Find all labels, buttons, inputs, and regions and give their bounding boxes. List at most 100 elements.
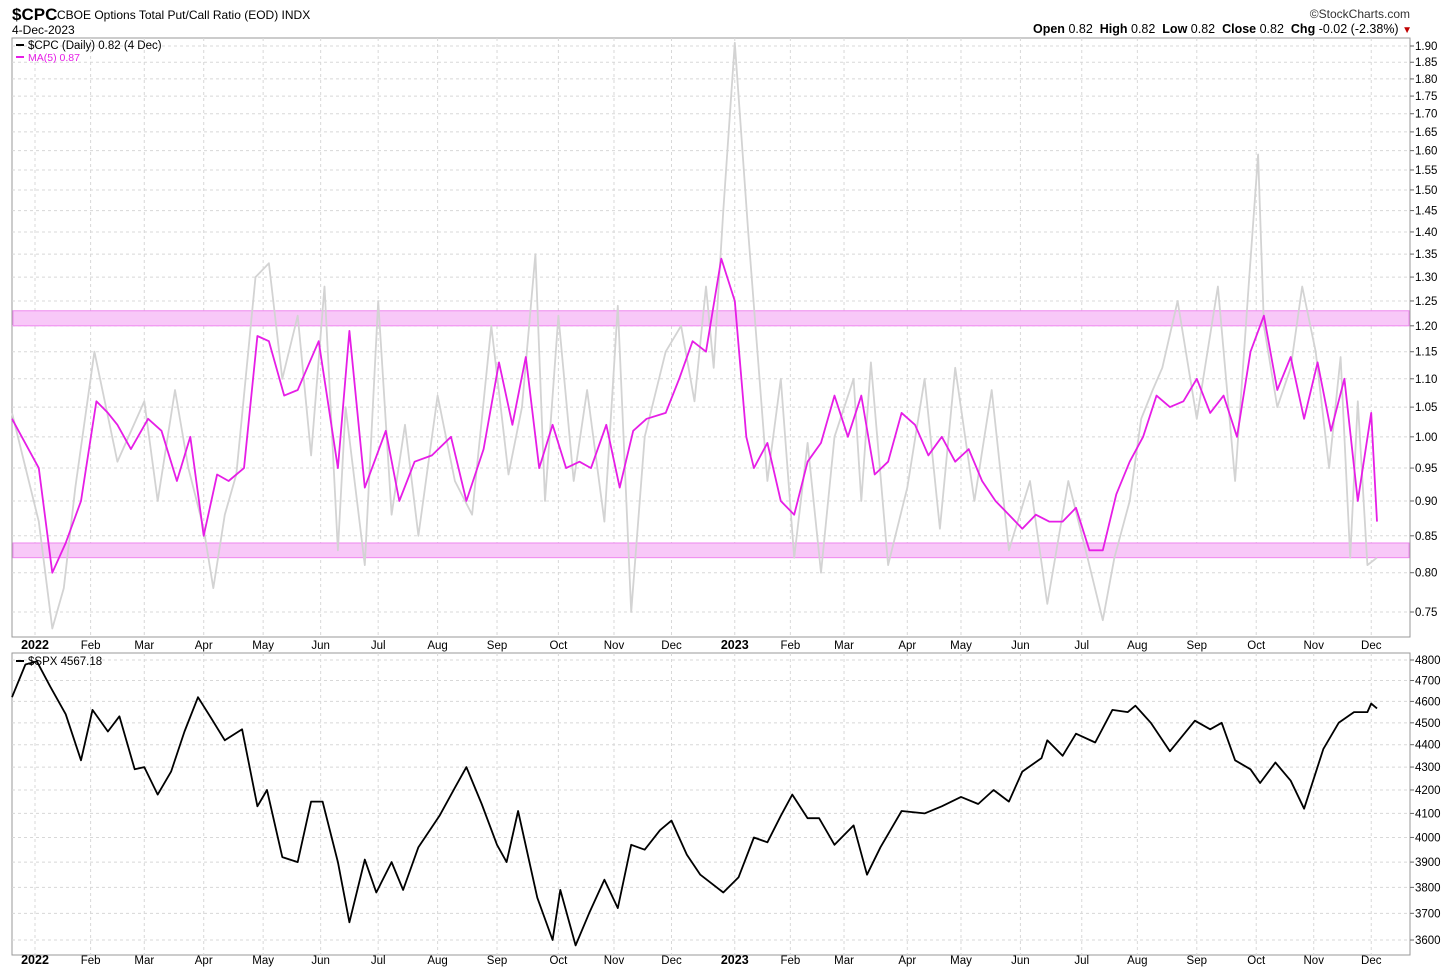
spx-x-tick-label: Feb (81, 955, 101, 967)
cpc-y-tick-label: 1.20 (1415, 321, 1437, 333)
spx-x-tick-label: Jul (1074, 955, 1089, 967)
spx-x-tick-label: Sep (1187, 955, 1207, 967)
cpc-y-tick-label: 1.70 (1415, 109, 1437, 121)
cpc-x-tick-label: Sep (487, 640, 507, 652)
cpc-x-tick-label: Nov (1304, 640, 1325, 652)
cpc-x-tick-label: May (252, 640, 274, 652)
down-arrow-icon: ▼ (1402, 25, 1412, 36)
range-band (12, 542, 1410, 559)
cpc-x-tick-label: Dec (661, 640, 682, 652)
ma-legend-label: MA(5) 0.87 (28, 52, 80, 64)
brand-watermark[interactable]: ©StockCharts.com (1309, 7, 1410, 21)
spx-x-tick-label: Aug (1127, 955, 1147, 967)
spx-y-tick-label: 4600 (1415, 696, 1441, 708)
spx-x-tick-label: Apr (898, 955, 916, 967)
cpc-x-tick-label: 2023 (721, 638, 749, 652)
spx-x-tick-label: Oct (549, 955, 568, 967)
exchange-label: INDX (281, 8, 311, 22)
spx-y-tick-label: 3900 (1415, 857, 1441, 869)
spx-x-tick-label: Nov (604, 955, 625, 967)
chart-date: 4-Dec-2023 (12, 23, 75, 37)
cpc-y-tick-label: 0.95 (1415, 463, 1437, 475)
instrument-title: CBOE Options Total Put/Call Ratio (EOD) (57, 8, 279, 22)
cpc-y-tick-label: 0.75 (1415, 607, 1437, 619)
spx-x-tick-label: 2023 (721, 953, 749, 967)
spx-x-tick-label: Jun (1011, 955, 1030, 967)
chg-value: -0.02 (-2.38%) (1318, 22, 1399, 36)
chg-label: Chg (1290, 22, 1316, 36)
cpc-x-tick-label: Feb (81, 640, 101, 652)
spx-y-tick-label: 3800 (1415, 882, 1441, 894)
cpc-x-tick-label: Jul (371, 640, 386, 652)
low-label: Low (1162, 22, 1188, 36)
cpc-y-tick-label: 1.45 (1415, 206, 1437, 218)
cpc-y-tick-label: 0.80 (1415, 568, 1437, 580)
cpc-legend-label: $CPC (Daily) 0.82 (4 Dec) (28, 40, 162, 52)
cpc-x-tick-label: Jun (311, 640, 330, 652)
spx-y-tick-label: 4500 (1415, 718, 1441, 730)
cpc-y-tick-label: 1.80 (1415, 74, 1437, 86)
spx-x-tick-label: Mar (834, 955, 854, 967)
cpc-y-tick-label: 1.55 (1415, 165, 1437, 177)
spx-x-tick-label: Oct (1247, 955, 1266, 967)
cpc-x-tick-label: Jul (1074, 640, 1089, 652)
spx-line (11, 660, 1378, 947)
cpc-y-tick-label: 1.10 (1415, 374, 1437, 386)
cpc-y-tick-label: 1.65 (1415, 127, 1437, 139)
cpc-y-tick-label: 1.35 (1415, 249, 1437, 261)
cpc-x-tick-label: Oct (1247, 640, 1266, 652)
cpc-x-tick-label: Jun (1011, 640, 1030, 652)
spx-y-tick-label: 3600 (1415, 935, 1441, 947)
spx-y-tick-label: 4800 (1415, 655, 1441, 667)
spx-x-tick-label: Jul (371, 955, 386, 967)
cpc-y-tick-label: 1.60 (1415, 146, 1437, 158)
spx-x-tick-label: May (950, 955, 972, 967)
high-label: High (1099, 22, 1128, 36)
spx-x-tick-label: Feb (780, 955, 800, 967)
cpc-y-tick-label: 1.05 (1415, 402, 1437, 414)
spx-x-tick-label: Mar (134, 955, 154, 967)
cpc-x-tick-label: Aug (427, 640, 447, 652)
close-value: 0.82 (1259, 22, 1284, 36)
cpc-x-tick-label: Mar (134, 640, 154, 652)
cpc-x-tick-label: May (950, 640, 972, 652)
spx-y-tick-label: 3700 (1415, 908, 1441, 920)
cpc-x-tick-label: Dec (1361, 640, 1382, 652)
spx-x-tick-label: May (252, 955, 274, 967)
close-label: Close (1222, 22, 1257, 36)
spx-y-tick-label: 4100 (1415, 808, 1441, 820)
cpc-panel: 0.75 0.80 0.85 0.90 0.95 1.00 1.05 1.10 1.15 1.20… (11, 37, 1437, 652)
cpc-y-tick-label: 0.90 (1415, 496, 1437, 508)
spx-panel: 3600 3700 3800 3900 4000 4100 4200 4300 4400 4500… (11, 652, 1441, 967)
cpc-y-tick-label: 1.15 (1415, 347, 1437, 359)
high-value: 0.82 (1131, 22, 1156, 36)
spx-frame (11, 652, 1411, 956)
cpc-y-tick-label: 1.75 (1415, 91, 1437, 103)
spx-x-tick-label: Apr (195, 955, 213, 967)
cpc-x-tick-label: Apr (195, 640, 213, 652)
spx-y-tick-label: 4200 (1415, 785, 1441, 797)
cpc-x-tick-label: 2022 (21, 638, 49, 652)
open-value: 0.82 (1068, 22, 1093, 36)
chart-header: $CPC CBOE Options Total Put/Call Ratio (… (0, 0, 1456, 38)
spx-x-tick-label: 2022 (21, 953, 49, 967)
cpc-y-tick-label: 1.90 (1415, 41, 1437, 53)
cpc-y-tick-label: 1.85 (1415, 57, 1437, 69)
ohlc-readout: Open 0.82 High 0.82 Low 0.82 Close 0.82 … (1033, 22, 1412, 36)
instrument-name: CBOE Options Total Put/Call Ratio (EOD) … (57, 8, 310, 22)
cpc-x-tick-label: Oct (549, 640, 568, 652)
cpc-x-tick-label: Aug (1127, 640, 1147, 652)
spx-x-tick-label: Sep (487, 955, 507, 967)
cpc-x-tick-label: Nov (604, 640, 625, 652)
spx-x-tick-label: Aug (427, 955, 447, 967)
cpc-y-tick-label: 1.30 (1415, 272, 1437, 284)
spx-legend-label: $SPX 4567.18 (28, 656, 102, 668)
cpc-x-tick-label: Mar (834, 640, 854, 652)
spx-x-tick-label: Jun (311, 955, 330, 967)
spx-y-tick-label: 4400 (1415, 740, 1441, 752)
cpc-y-tick-label: 1.40 (1415, 227, 1437, 239)
spx-y-tick-label: 4300 (1415, 762, 1441, 774)
cpc-x-tick-label: Apr (898, 640, 916, 652)
spx-x-tick-label: Dec (1361, 955, 1382, 967)
